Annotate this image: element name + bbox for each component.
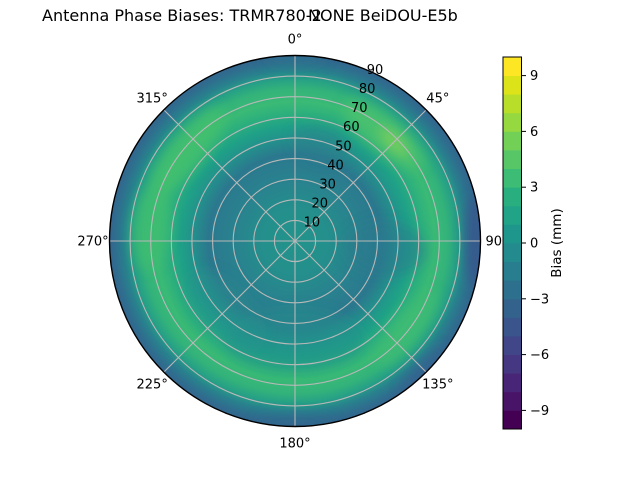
colorbar: 9 6 3 0 −3 −6 −9 Bias (mm) — [502, 56, 565, 430]
colorbar-band — [503, 280, 522, 300]
grid-spoke — [163, 240, 296, 373]
zenith-label-50: 50 — [335, 139, 352, 154]
colorbar-band — [503, 75, 522, 95]
zenith-label-70: 70 — [351, 101, 368, 116]
azimuth-label-270: 270° — [77, 235, 108, 250]
colorbar-band — [503, 205, 522, 225]
colorbar-band — [503, 298, 522, 318]
polar-plot-area: 0°45°90°135°180°225°270°315° 10203040506… — [77, 33, 508, 452]
grid-spoke — [294, 109, 427, 242]
grid-spoke — [294, 240, 427, 373]
colorbar-band — [503, 261, 522, 281]
zenith-label-20: 20 — [312, 196, 329, 211]
azimuth-label-225: 225° — [137, 377, 168, 392]
colorbar-band — [503, 373, 522, 393]
colorbar-band — [503, 391, 522, 411]
colorbar-tick-label: −6 — [530, 348, 549, 363]
colorbar-axis-label: Bias (mm) — [549, 208, 565, 277]
bias-patch — [292, 125, 350, 162]
colorbar-band — [503, 168, 522, 188]
colorbar-band — [503, 354, 522, 374]
colorbar-tick-label: 9 — [530, 69, 538, 84]
colorbar-ticks: 9 6 3 0 −3 −6 −9 — [521, 69, 549, 419]
bias-patch — [150, 108, 225, 194]
zenith-label-10: 10 — [304, 215, 321, 230]
colorbar-band — [503, 112, 522, 132]
colorbar-band — [503, 224, 522, 244]
azimuth-label-180: 180° — [279, 437, 310, 452]
colorbar-band — [503, 150, 522, 169]
colorbar-tick-label: 6 — [530, 125, 538, 140]
bias-patch — [344, 221, 427, 276]
colorbar-band — [503, 94, 522, 114]
azimuth-label-0: 0° — [288, 33, 303, 48]
colorbar-tick-label: 3 — [530, 181, 538, 196]
zenith-label-40: 40 — [327, 158, 344, 173]
colorbar-band — [503, 57, 522, 76]
zenith-label-90: 90 — [367, 63, 384, 78]
polar-spine — [108, 54, 482, 428]
colorbar-band — [503, 317, 522, 337]
colorbar-band — [503, 410, 522, 430]
colorbar-band — [503, 243, 522, 262]
zenith-tick-labels: 10 20 30 40 50 60 70 80 90 — [304, 63, 384, 230]
colorbar-band — [503, 187, 522, 207]
zenith-label-60: 60 — [343, 120, 360, 135]
colorbar-tick-label: −9 — [530, 404, 549, 419]
azimuth-tick-labels: 0°45°90°135°180°225°270°315° — [77, 33, 508, 452]
polar-grid — [109, 55, 481, 427]
zenith-label-30: 30 — [319, 177, 336, 192]
colorbar-band — [503, 131, 522, 151]
azimuth-label-315: 315° — [137, 92, 168, 107]
grid-spoke — [163, 109, 296, 242]
chart-title-sub: NONE BeiDOU-E5b — [308, 6, 458, 25]
colorbar-bands — [503, 57, 522, 430]
colorbar-tick-label: −3 — [530, 292, 549, 307]
chart-title-main: Antenna Phase Biases: TRMR780-2 — [42, 6, 322, 25]
azimuth-label-45: 45° — [426, 92, 449, 107]
zenith-label-80: 80 — [359, 82, 376, 97]
colorbar-tick-label: 0 — [530, 237, 538, 252]
colorbar-band — [503, 336, 522, 355]
azimuth-label-135: 135° — [422, 377, 453, 392]
